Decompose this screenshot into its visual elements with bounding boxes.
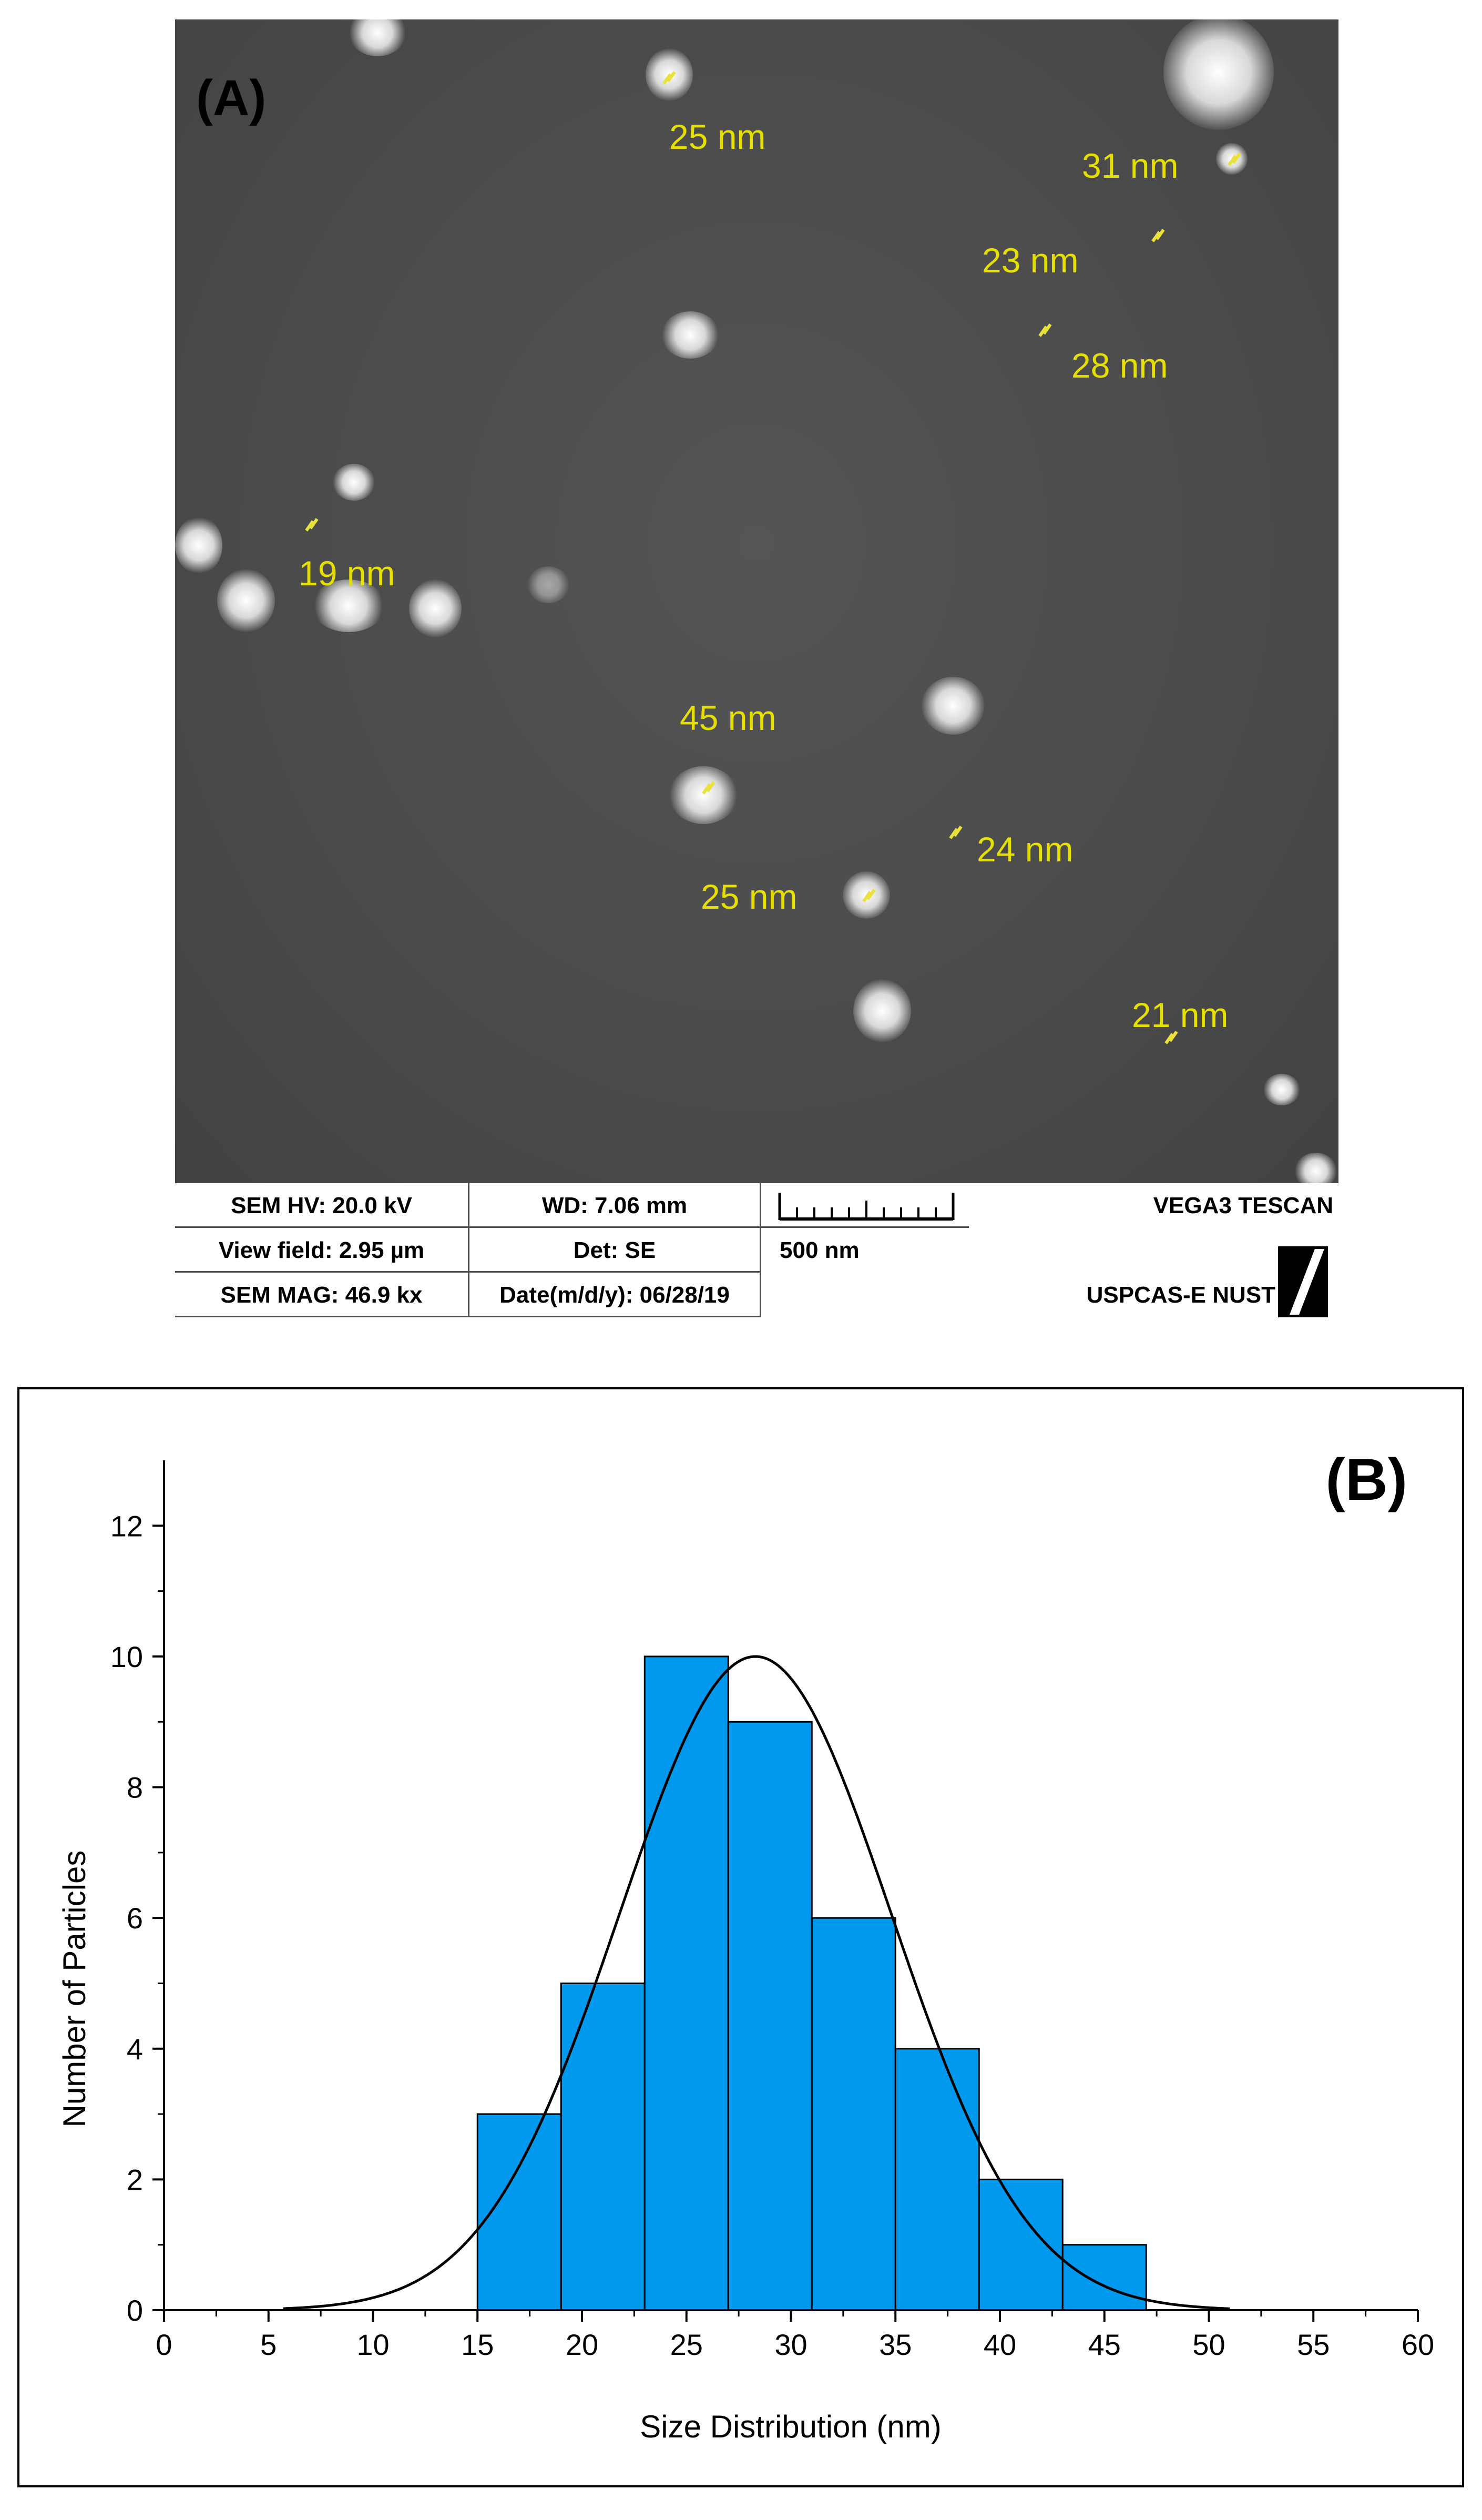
vendor-logo-icon bbox=[1278, 1246, 1328, 1317]
particle bbox=[1263, 1074, 1300, 1105]
x-tick-label: 20 bbox=[566, 2328, 598, 2361]
view-field-field: View field: 2.95 µm bbox=[175, 1228, 469, 1273]
working-distance-field: WD: 7.06 mm bbox=[469, 1183, 761, 1228]
particle bbox=[669, 766, 738, 824]
histogram-bar bbox=[727, 1721, 813, 2311]
x-tick-label: 45 bbox=[1088, 2328, 1121, 2361]
y-tick-label: 4 bbox=[127, 2033, 143, 2066]
size-label-45nm: 45 nm bbox=[680, 698, 776, 737]
histogram-panel: 0 5 10 15 20 25 30 35 40 45 50 55 60 0 2 4 6 8 10 12 (B) Si… bbox=[17, 1387, 1464, 2487]
particle bbox=[175, 516, 222, 574]
particle bbox=[312, 580, 385, 632]
particle bbox=[217, 569, 275, 632]
size-label-25nm-top: 25 nm bbox=[669, 117, 766, 156]
histogram-bar bbox=[811, 1917, 896, 2311]
date-field: Date(m/d/y): 06/28/19 bbox=[469, 1273, 761, 1317]
size-label-25nm-bottom: 25 nm bbox=[701, 877, 798, 916]
particle bbox=[1163, 19, 1274, 130]
institution-name: USPCAS-E NUST bbox=[1086, 1282, 1275, 1308]
ticks-layer: 0 5 10 15 20 25 30 35 40 45 50 55 60 0 2 4 6 8 10 12 bbox=[110, 1509, 1434, 2361]
histogram-bar bbox=[560, 1982, 646, 2311]
histogram-bar bbox=[978, 2178, 1064, 2311]
measurement-marker bbox=[949, 828, 958, 839]
y-tick-label: 8 bbox=[127, 1771, 143, 1804]
scale-bar bbox=[761, 1183, 969, 1228]
size-label-21nm: 21 nm bbox=[1132, 995, 1229, 1034]
y-axis-title: Number of Particles bbox=[57, 1851, 92, 2128]
bars-layer bbox=[476, 1655, 1147, 2311]
panel-b-label: (B) bbox=[1326, 1447, 1407, 1512]
x-tick-label: 0 bbox=[156, 2328, 172, 2361]
particle bbox=[853, 979, 911, 1042]
x-axis-title: Size Distribution (nm) bbox=[640, 2409, 942, 2444]
particle bbox=[409, 580, 462, 637]
particle bbox=[922, 677, 985, 735]
x-tick-label: 25 bbox=[670, 2328, 703, 2361]
sem-info-bar: SEM HV: 20.0 kV WD: 7.06 mm View field: … bbox=[175, 1183, 1338, 1317]
histogram-bar bbox=[643, 1655, 729, 2311]
gaussian-fit-curve bbox=[283, 1655, 1230, 2310]
measurement-marker bbox=[1151, 231, 1161, 242]
scale-bar-label: 500 nm bbox=[780, 1237, 860, 1263]
x-tick-label: 15 bbox=[461, 2328, 494, 2361]
x-tick-label: 55 bbox=[1297, 2328, 1330, 2361]
x-tick-label: 50 bbox=[1192, 2328, 1225, 2361]
y-tick-label: 12 bbox=[110, 1509, 143, 1542]
measurement-marker bbox=[305, 520, 314, 532]
particle bbox=[661, 311, 719, 359]
size-label-31nm: 31 nm bbox=[1082, 146, 1179, 185]
sem-micrograph-panel: 25 nm 31 nm 23 nm 28 nm 19 nm 45 nm 24 n… bbox=[175, 19, 1338, 1317]
y-tick-label: 0 bbox=[127, 2294, 143, 2327]
particle bbox=[349, 19, 406, 56]
instrument-vendor: VEGA3 TESCAN bbox=[1153, 1193, 1333, 1218]
x-tick-label: 10 bbox=[356, 2328, 389, 2361]
x-tick-label: 5 bbox=[260, 2328, 277, 2361]
sem-hv-field: SEM HV: 20.0 kV bbox=[175, 1183, 469, 1228]
size-label-23nm: 23 nm bbox=[982, 241, 1079, 280]
particle bbox=[333, 464, 375, 501]
size-label-28nm: 28 nm bbox=[1071, 346, 1168, 385]
histogram-bar bbox=[1061, 2244, 1147, 2311]
measurement-marker bbox=[1038, 326, 1048, 337]
panel-a-label: (A) bbox=[196, 70, 267, 126]
x-tick-label: 60 bbox=[1402, 2328, 1434, 2361]
y-tick-label: 2 bbox=[127, 2163, 143, 2196]
x-tick-label: 30 bbox=[774, 2328, 807, 2361]
scale-bar-graphic bbox=[778, 1193, 955, 1221]
histogram-bar bbox=[894, 2048, 980, 2311]
sem-image: 25 nm 31 nm 23 nm 28 nm 19 nm 45 nm 24 n… bbox=[175, 19, 1338, 1190]
x-tick-label: 40 bbox=[984, 2328, 1016, 2361]
size-label-19nm: 19 nm bbox=[299, 554, 395, 593]
y-tick-label: 6 bbox=[127, 1902, 143, 1935]
detector-field: Det: SE bbox=[469, 1228, 761, 1273]
magnification-field: SEM MAG: 46.9 kx bbox=[175, 1273, 469, 1317]
y-tick-label: 10 bbox=[110, 1640, 143, 1673]
x-tick-label: 35 bbox=[879, 2328, 912, 2361]
size-label-24nm: 24 nm bbox=[977, 830, 1074, 869]
particle bbox=[527, 566, 569, 603]
size-distribution-histogram: 0 5 10 15 20 25 30 35 40 45 50 55 60 0 2 4 6 8 10 12 (B) Si… bbox=[57, 1447, 1434, 2444]
